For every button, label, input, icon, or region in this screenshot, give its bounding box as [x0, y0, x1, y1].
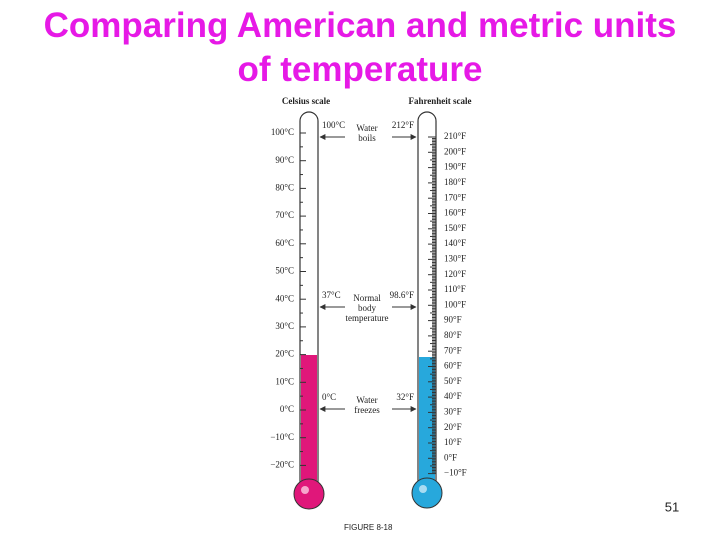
annotation-text: freezes [354, 405, 380, 415]
celsius-tick-label: 90°C [275, 155, 294, 165]
celsius-label: Celsius scale [282, 96, 330, 106]
fahrenheit-tick-label: 150°F [444, 223, 466, 233]
fahrenheit-tick-label: 50°F [444, 376, 462, 386]
fahrenheit-tick-label: 160°F [444, 208, 466, 218]
celsius-shine [301, 486, 309, 494]
celsius-tick-label: 60°C [275, 238, 294, 248]
fahrenheit-tick-label: −10°F [444, 468, 467, 478]
fahrenheit-tick-label: 70°F [444, 345, 462, 355]
fahrenheit-tick-label: 120°F [444, 269, 466, 279]
fahrenheit-tick-label: 60°F [444, 361, 462, 371]
fahrenheit-value: 98.6°F [390, 290, 414, 300]
fahrenheit-tick-label: 20°F [444, 422, 462, 432]
fahrenheit-tick-label: 170°F [444, 192, 466, 202]
celsius-tick-label: 100°C [271, 127, 294, 137]
celsius-tick-label: 40°C [275, 293, 294, 303]
fahrenheit-value: 32°F [396, 392, 414, 402]
fahrenheit-tick-label: 10°F [444, 437, 462, 447]
fahrenheit-fill [419, 357, 435, 489]
fahrenheit-tick-label: 40°F [444, 391, 462, 401]
celsius-tick-label: 50°C [275, 266, 294, 276]
fahrenheit-tick-label: 210°F [444, 131, 466, 141]
fahrenheit-tick-label: 190°F [444, 162, 466, 172]
celsius-tick-label: 10°C [275, 376, 294, 386]
celsius-tick-label: −20°C [270, 459, 294, 469]
fahrenheit-shine [419, 485, 427, 493]
celsius-tick-label: 20°C [275, 349, 294, 359]
celsius-fill [301, 355, 317, 490]
fahrenheit-tick-label: 80°F [444, 330, 462, 340]
celsius-bulb [293, 478, 325, 510]
celsius-tick-label: 30°C [275, 321, 294, 331]
celsius-value: 0°C [322, 392, 336, 402]
celsius-tick-label: 0°C [280, 404, 294, 414]
page-number: 51 [665, 499, 679, 514]
annotation-text: body [358, 303, 377, 313]
fahrenheit-tick-label: 0°F [444, 452, 457, 462]
celsius-value: 37°C [322, 290, 341, 300]
slide-title: Comparing American and metric units of t… [43, 6, 677, 89]
fahrenheit-tick-label: 30°F [444, 406, 462, 416]
figure-caption: FIGURE 8-18 [344, 523, 393, 532]
fahrenheit-tick-label: 130°F [444, 253, 466, 263]
celsius-tick-label: 70°C [275, 210, 294, 220]
fahrenheit-tick-label: 180°F [444, 177, 466, 187]
fahrenheit-tick-label: 110°F [444, 284, 466, 294]
fahrenheit-value: 212°F [392, 120, 414, 130]
annotation-text: Normal [353, 293, 381, 303]
fahrenheit-tick-label: 140°F [444, 238, 466, 248]
fahrenheit-tick-label: 90°F [444, 315, 462, 325]
celsius-tick-label: 80°C [275, 182, 294, 192]
annotation-text: boils [358, 133, 376, 143]
fahrenheit-bulb [411, 477, 443, 509]
celsius-value: 100°C [322, 120, 345, 130]
annotation-text: temperature [346, 313, 389, 323]
fahrenheit-label: Fahrenheit scale [408, 96, 471, 106]
fahrenheit-tick-label: 100°F [444, 299, 466, 309]
annotation-text: Water [356, 123, 377, 133]
fahrenheit-tick-label: 200°F [444, 146, 466, 156]
annotation-text: Water [356, 395, 377, 405]
celsius-tick-label: −10°C [270, 432, 294, 442]
